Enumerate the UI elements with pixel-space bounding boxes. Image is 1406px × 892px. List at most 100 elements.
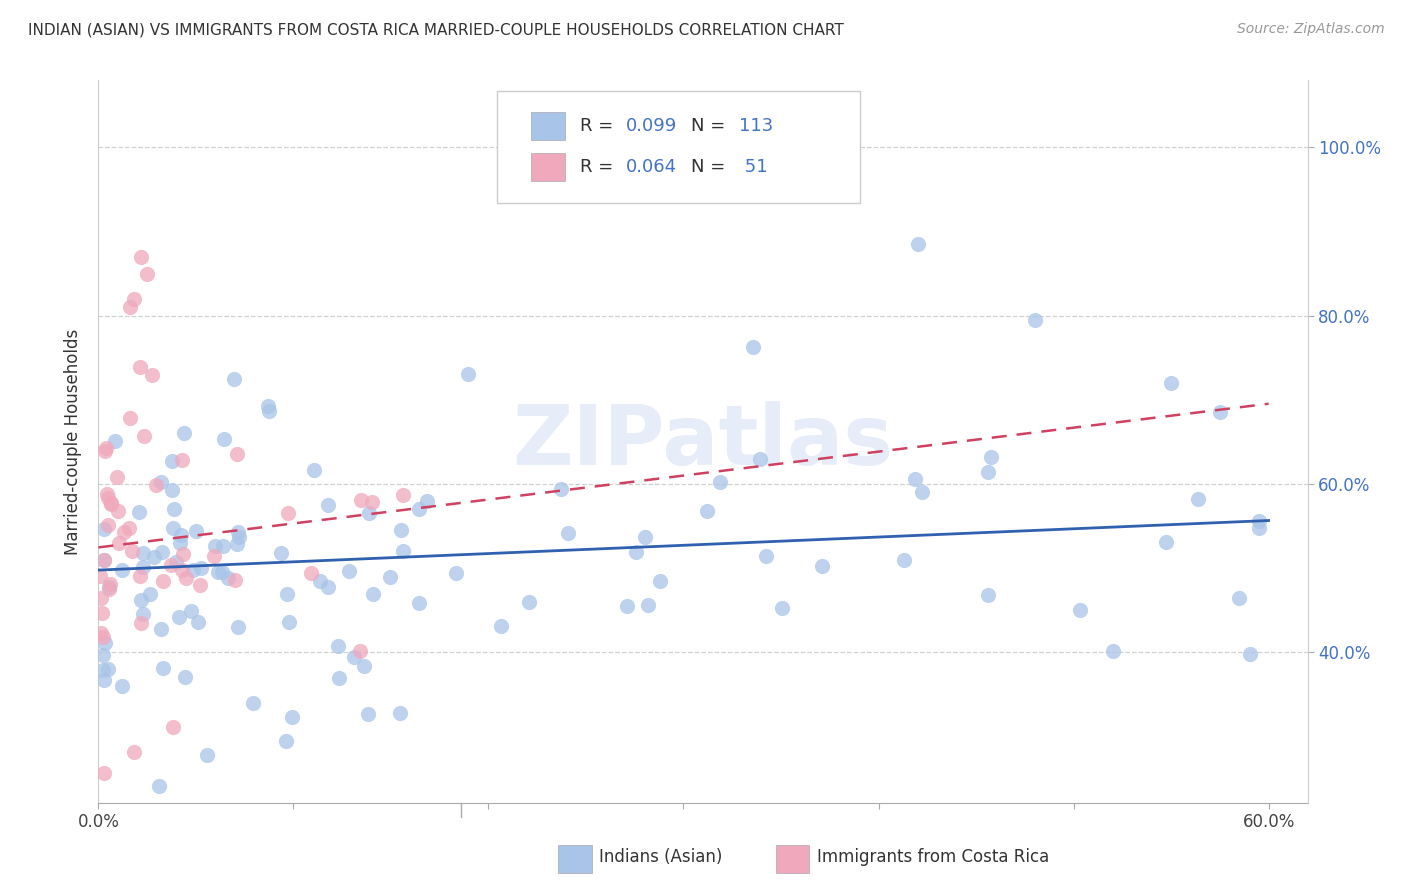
Point <box>128 360 150 375</box>
Text: Immigrants from Costa Rica: Immigrants from Costa Rica <box>817 848 1049 866</box>
Point <box>328 671 350 685</box>
Point <box>162 720 184 734</box>
Point <box>226 536 249 550</box>
Point <box>100 497 122 511</box>
Point <box>328 639 350 653</box>
Point <box>302 463 325 477</box>
Point <box>122 745 145 759</box>
Point <box>136 267 159 281</box>
Point <box>90 626 112 640</box>
Point <box>174 670 197 684</box>
Text: Source: ZipAtlas.com: Source: ZipAtlas.com <box>1237 22 1385 37</box>
Point <box>408 596 430 610</box>
Point <box>181 564 204 578</box>
Point <box>187 615 209 629</box>
Text: R =: R = <box>579 158 619 176</box>
Point <box>111 563 134 577</box>
Point <box>204 539 226 553</box>
Point <box>309 574 332 588</box>
Point <box>97 662 120 676</box>
FancyBboxPatch shape <box>531 153 565 181</box>
Point <box>143 549 166 564</box>
Point <box>121 543 143 558</box>
Point <box>557 525 579 540</box>
Point <box>93 553 115 567</box>
Point <box>550 482 572 496</box>
Point <box>94 636 117 650</box>
Point <box>112 524 135 539</box>
Point <box>416 494 439 508</box>
Point <box>770 601 793 615</box>
Point <box>1247 514 1270 528</box>
Point <box>357 707 380 722</box>
Point <box>343 649 366 664</box>
Point <box>211 565 233 579</box>
Point <box>228 530 250 544</box>
Point <box>120 410 142 425</box>
Point <box>281 710 304 724</box>
Point <box>104 434 127 449</box>
Point <box>350 492 373 507</box>
Point <box>977 466 1000 480</box>
Point <box>184 524 207 538</box>
Point <box>270 546 292 560</box>
Point <box>91 648 114 663</box>
Point <box>190 561 212 575</box>
Point <box>100 496 122 510</box>
Point <box>709 475 731 489</box>
Point <box>172 453 194 467</box>
Point <box>150 623 173 637</box>
Point <box>165 555 187 569</box>
Point <box>741 340 763 354</box>
Point <box>108 536 131 550</box>
Point <box>353 659 375 673</box>
Text: INDIAN (ASIAN) VS IMMIGRANTS FROM COSTA RICA MARRIED-COUPLE HOUSEHOLDS CORRELATI: INDIAN (ASIAN) VS IMMIGRANTS FROM COSTA … <box>28 22 844 37</box>
Point <box>242 696 264 710</box>
Point <box>162 520 184 534</box>
Point <box>457 368 479 382</box>
Point <box>1239 647 1261 661</box>
Point <box>145 478 167 492</box>
Point <box>274 734 297 748</box>
Text: 0.064: 0.064 <box>626 158 676 176</box>
Text: R =: R = <box>579 117 619 135</box>
Point <box>222 372 245 386</box>
Point <box>337 564 360 578</box>
Point <box>105 469 128 483</box>
Point <box>90 591 112 606</box>
Point <box>911 484 934 499</box>
Point <box>167 609 190 624</box>
Point <box>91 630 114 644</box>
Point <box>1156 534 1178 549</box>
Point <box>357 506 380 520</box>
Text: 0.099: 0.099 <box>626 117 676 135</box>
Point <box>696 504 718 518</box>
Point <box>96 487 118 501</box>
Text: Indians (Asian): Indians (Asian) <box>599 848 723 866</box>
Point <box>134 428 156 442</box>
Point <box>1227 591 1250 606</box>
Point <box>257 404 280 418</box>
Point <box>94 442 117 456</box>
Point <box>120 300 142 314</box>
Point <box>91 663 114 677</box>
Point <box>98 576 121 591</box>
Point <box>131 250 153 264</box>
Point <box>172 563 194 577</box>
Point <box>408 502 430 516</box>
Point <box>122 292 145 306</box>
Point <box>257 399 280 413</box>
Point <box>1069 603 1091 617</box>
Point <box>94 443 117 458</box>
Point <box>93 553 115 567</box>
Point <box>489 618 512 632</box>
Point <box>749 452 772 467</box>
Point <box>163 502 186 516</box>
Point <box>616 599 638 614</box>
Point <box>202 549 225 564</box>
Point <box>97 580 120 594</box>
Point <box>107 504 129 518</box>
Point <box>174 571 197 585</box>
Point <box>139 587 162 601</box>
Point <box>392 488 415 502</box>
